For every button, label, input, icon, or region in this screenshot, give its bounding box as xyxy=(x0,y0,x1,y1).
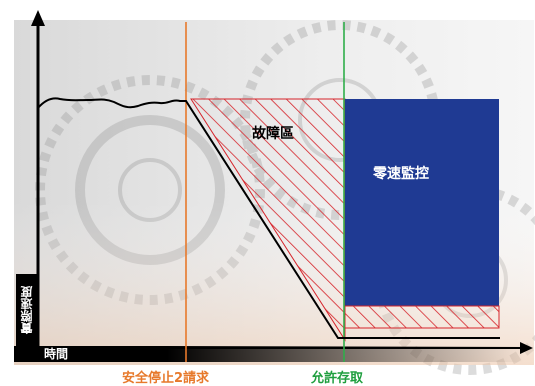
x-axis-label: 時間 xyxy=(44,347,69,361)
zero-speed-hatch xyxy=(344,305,500,329)
x-axis-arrow xyxy=(520,342,533,354)
safe-stop-request-label: 安全停止2請求 xyxy=(122,371,210,386)
allow-access-label: 允許存取 xyxy=(311,371,364,386)
speed-curve xyxy=(37,97,500,339)
zero-speed-box xyxy=(345,99,499,306)
y-axis-arrow xyxy=(31,10,45,26)
x-axis-band xyxy=(14,346,524,362)
zero-speed-label: 零速監控 xyxy=(373,166,429,182)
y-axis-label: 實際速度 xyxy=(16,274,38,346)
fault-zone-label: 故障區 xyxy=(252,126,294,142)
